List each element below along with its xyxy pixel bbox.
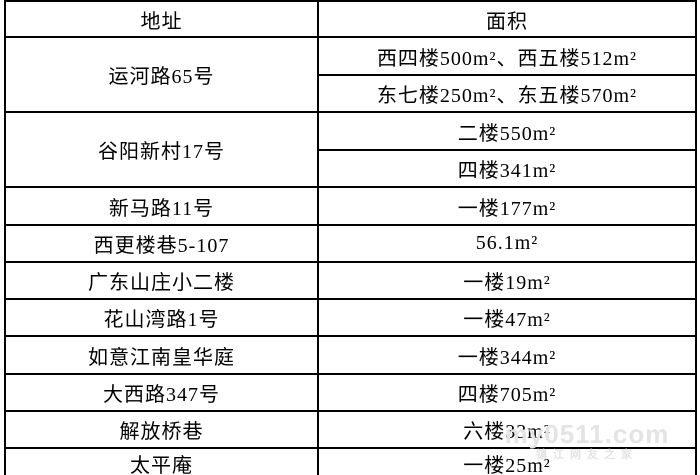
address-cell: 新马路11号: [4, 186, 319, 226]
table-header-row: 地址 面积: [4, 0, 697, 38]
address-cell: 大西路347号: [4, 373, 319, 412]
address-cell: 花山湾路1号: [4, 298, 319, 337]
address-cell: 运河路65号: [4, 36, 319, 113]
area-cell: 西四楼500m²、西五楼512m²: [317, 36, 697, 76]
area-cell: 一楼25m²: [317, 447, 697, 475]
table-row: 运河路65号 西四楼500m²、西五楼512m²: [4, 36, 697, 113]
table-row: 解放桥巷 六楼33m²: [4, 410, 697, 449]
table-row: 花山湾路1号 一楼47m²: [4, 298, 697, 337]
area-cell: 56.1m²: [317, 224, 697, 263]
area-cell: 一楼47m²: [317, 298, 697, 337]
table-row: 如意江南皇华庭 一楼344m²: [4, 335, 697, 375]
area-cell: 四楼705m²: [317, 373, 697, 412]
address-cell: 谷阳新村17号: [4, 111, 319, 188]
address-cell: 太平庵: [4, 447, 319, 475]
address-cell: 如意江南皇华庭: [4, 335, 319, 375]
table-row: 广东山庄小二楼 一楼19m²: [4, 261, 697, 300]
table-row: 西更楼巷5-107 56.1m²: [4, 224, 697, 263]
area-cell: 一楼344m²: [317, 335, 697, 375]
table-row: 大西路347号 四楼705m²: [4, 373, 697, 412]
table-row: 新马路11号 一楼177m²: [4, 186, 697, 226]
column-header-address: 地址: [4, 0, 319, 38]
address-cell: 西更楼巷5-107: [4, 224, 319, 263]
address-cell: 广东山庄小二楼: [4, 261, 319, 300]
area-cell: 四楼341m²: [317, 149, 697, 188]
area-cell: 东七楼250m²、东五楼570m²: [317, 74, 697, 113]
table-row: 东七楼250m²、东五楼570m²: [5, 74, 697, 113]
column-header-area: 面积: [317, 0, 697, 38]
property-table: 地址 面积 运河路65号 西四楼500m²、西五楼512m² 东七楼250m²、…: [4, 0, 697, 475]
area-cell: 一楼177m²: [317, 186, 697, 226]
table-row: 谷阳新村17号 二楼550m²: [4, 111, 697, 188]
address-cell: 解放桥巷: [4, 410, 319, 449]
area-cell: 一楼19m²: [317, 261, 697, 300]
area-cell: 六楼33m²: [317, 410, 697, 449]
table-row: 太平庵 一楼25m²: [4, 447, 697, 475]
table-row: 四楼341m²: [5, 149, 697, 188]
area-cell: 二楼550m²: [317, 111, 697, 151]
